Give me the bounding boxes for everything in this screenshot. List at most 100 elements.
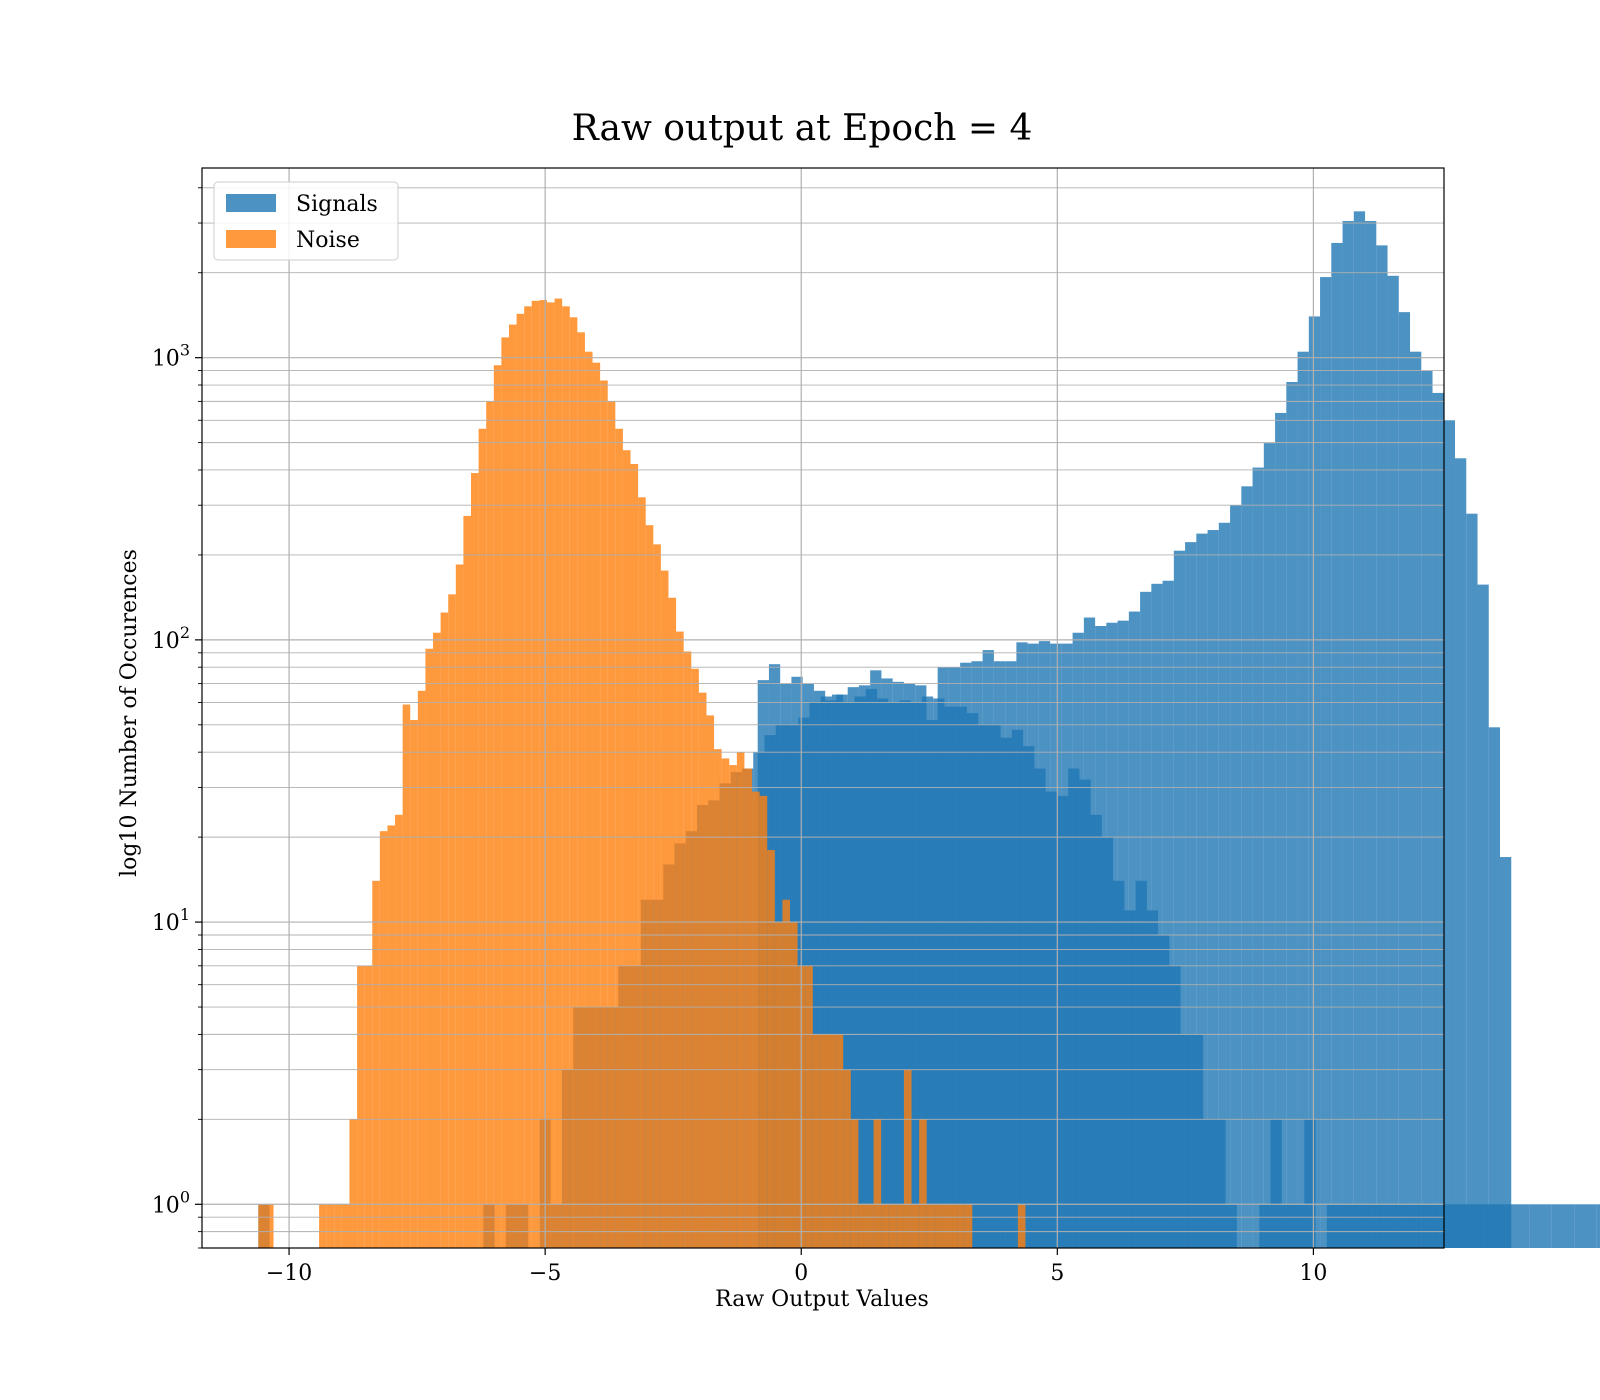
y-tick-label: 100 [152, 1187, 190, 1218]
noise-bar [759, 795, 768, 1248]
noise-bar [546, 302, 555, 1248]
signals-bar [1263, 443, 1276, 1248]
signals-bar [1185, 542, 1197, 1248]
signals-bar [937, 667, 949, 1248]
legend-label: Signals [296, 192, 378, 217]
signals-bar [1016, 642, 1028, 1248]
noise-bar [569, 317, 578, 1249]
noise-bar [326, 1204, 335, 1248]
noise-bar [630, 463, 639, 1248]
noise-bar [691, 668, 699, 1248]
signals-bar [1585, 1204, 1597, 1248]
noise-bar [706, 715, 715, 1248]
noise-bar [843, 1069, 851, 1248]
signals-bar [1500, 857, 1512, 1248]
signals-bar [993, 661, 1006, 1248]
signals-bar [847, 687, 859, 1248]
noise-bar [903, 1069, 912, 1248]
signals-bar [926, 720, 938, 1248]
noise-bar [349, 1119, 358, 1248]
noise-bar [729, 765, 737, 1248]
signals-bar [1506, 1204, 1519, 1248]
noise-bar [539, 300, 547, 1248]
noise-bar [653, 544, 661, 1248]
legend-swatch [226, 230, 276, 248]
noise-bar [615, 428, 623, 1249]
signals-bar [1072, 632, 1084, 1248]
x-axis-label: Raw Output Values [715, 1287, 929, 1312]
noise-bar [714, 749, 722, 1248]
noise-bar [334, 1204, 342, 1248]
chart-title: Raw output at Epoch = 4 [572, 108, 1033, 149]
signals-bar [1365, 220, 1377, 1249]
noise-bar [805, 965, 813, 1248]
noise-bar [448, 594, 456, 1248]
noise-bar [478, 428, 487, 1249]
noise-bar [379, 831, 388, 1248]
signals-bar [1005, 661, 1017, 1248]
signals-bar [1455, 458, 1467, 1249]
signals-bar [1387, 275, 1399, 1248]
noise-bar [949, 1204, 958, 1248]
signals-bar [1095, 625, 1107, 1248]
noise-bar [820, 1034, 828, 1248]
noise-bar [402, 704, 411, 1248]
noise-bar [607, 401, 616, 1249]
noise-bar [265, 1204, 274, 1248]
plot-frame [201, 167, 1445, 1249]
signals-bar [1596, 1204, 1600, 1248]
signals-bar [1540, 1204, 1552, 1248]
x-tick-label: 5 [1050, 1261, 1064, 1286]
y-tick-label: 102 [152, 623, 190, 654]
signals-bar [1443, 420, 1456, 1248]
noise-bar [941, 1204, 950, 1248]
noise-bar [493, 365, 502, 1248]
signals-bar [870, 670, 882, 1248]
noise-bar [508, 324, 517, 1248]
x-tick-label: −5 [529, 1261, 561, 1286]
noise-bar [736, 752, 745, 1248]
noise-bar [341, 1204, 350, 1248]
signals-bar [1117, 620, 1129, 1248]
noise-bar [934, 1204, 942, 1248]
signals-bar [1218, 522, 1231, 1248]
noise-bar [660, 570, 669, 1248]
signals-bar [1477, 584, 1489, 1248]
noise-bar [516, 313, 525, 1248]
signals-bar [1173, 550, 1186, 1248]
legend: Signals Noise [213, 181, 399, 261]
signals-bar [1027, 643, 1039, 1248]
noise-bar [850, 1119, 859, 1248]
noise-bar [622, 450, 631, 1248]
y-tick-label: 101 [152, 905, 190, 936]
noise-bar [577, 332, 585, 1248]
noise-bar [744, 768, 753, 1248]
noise-bar [957, 1204, 965, 1248]
noise-bar [584, 351, 593, 1248]
noise-bar [562, 306, 570, 1248]
noise-bar [554, 298, 563, 1249]
bars-layer [258, 211, 1600, 1249]
noise-bar [888, 1204, 897, 1248]
x-tick-label: 10 [1299, 1261, 1327, 1286]
signals-bar [892, 681, 904, 1248]
noise-bar [964, 1204, 973, 1248]
noise-bar [790, 922, 798, 1248]
signals-bar [1061, 643, 1073, 1248]
signals-bar [971, 661, 983, 1248]
noise-bar [395, 814, 403, 1248]
signals-bar [1275, 412, 1287, 1248]
signals-bar [1140, 591, 1152, 1248]
noise-bar [471, 473, 479, 1248]
noise-bar [440, 612, 449, 1248]
signals-bar [836, 694, 848, 1248]
noise-bar [501, 337, 509, 1248]
x-tick-label: −10 [266, 1261, 312, 1286]
signals-bar [881, 678, 893, 1248]
noise-bar [592, 362, 601, 1248]
x-tick-label: 0 [794, 1261, 808, 1286]
signals-bar [1518, 1204, 1530, 1248]
signals-bar [1050, 643, 1062, 1248]
